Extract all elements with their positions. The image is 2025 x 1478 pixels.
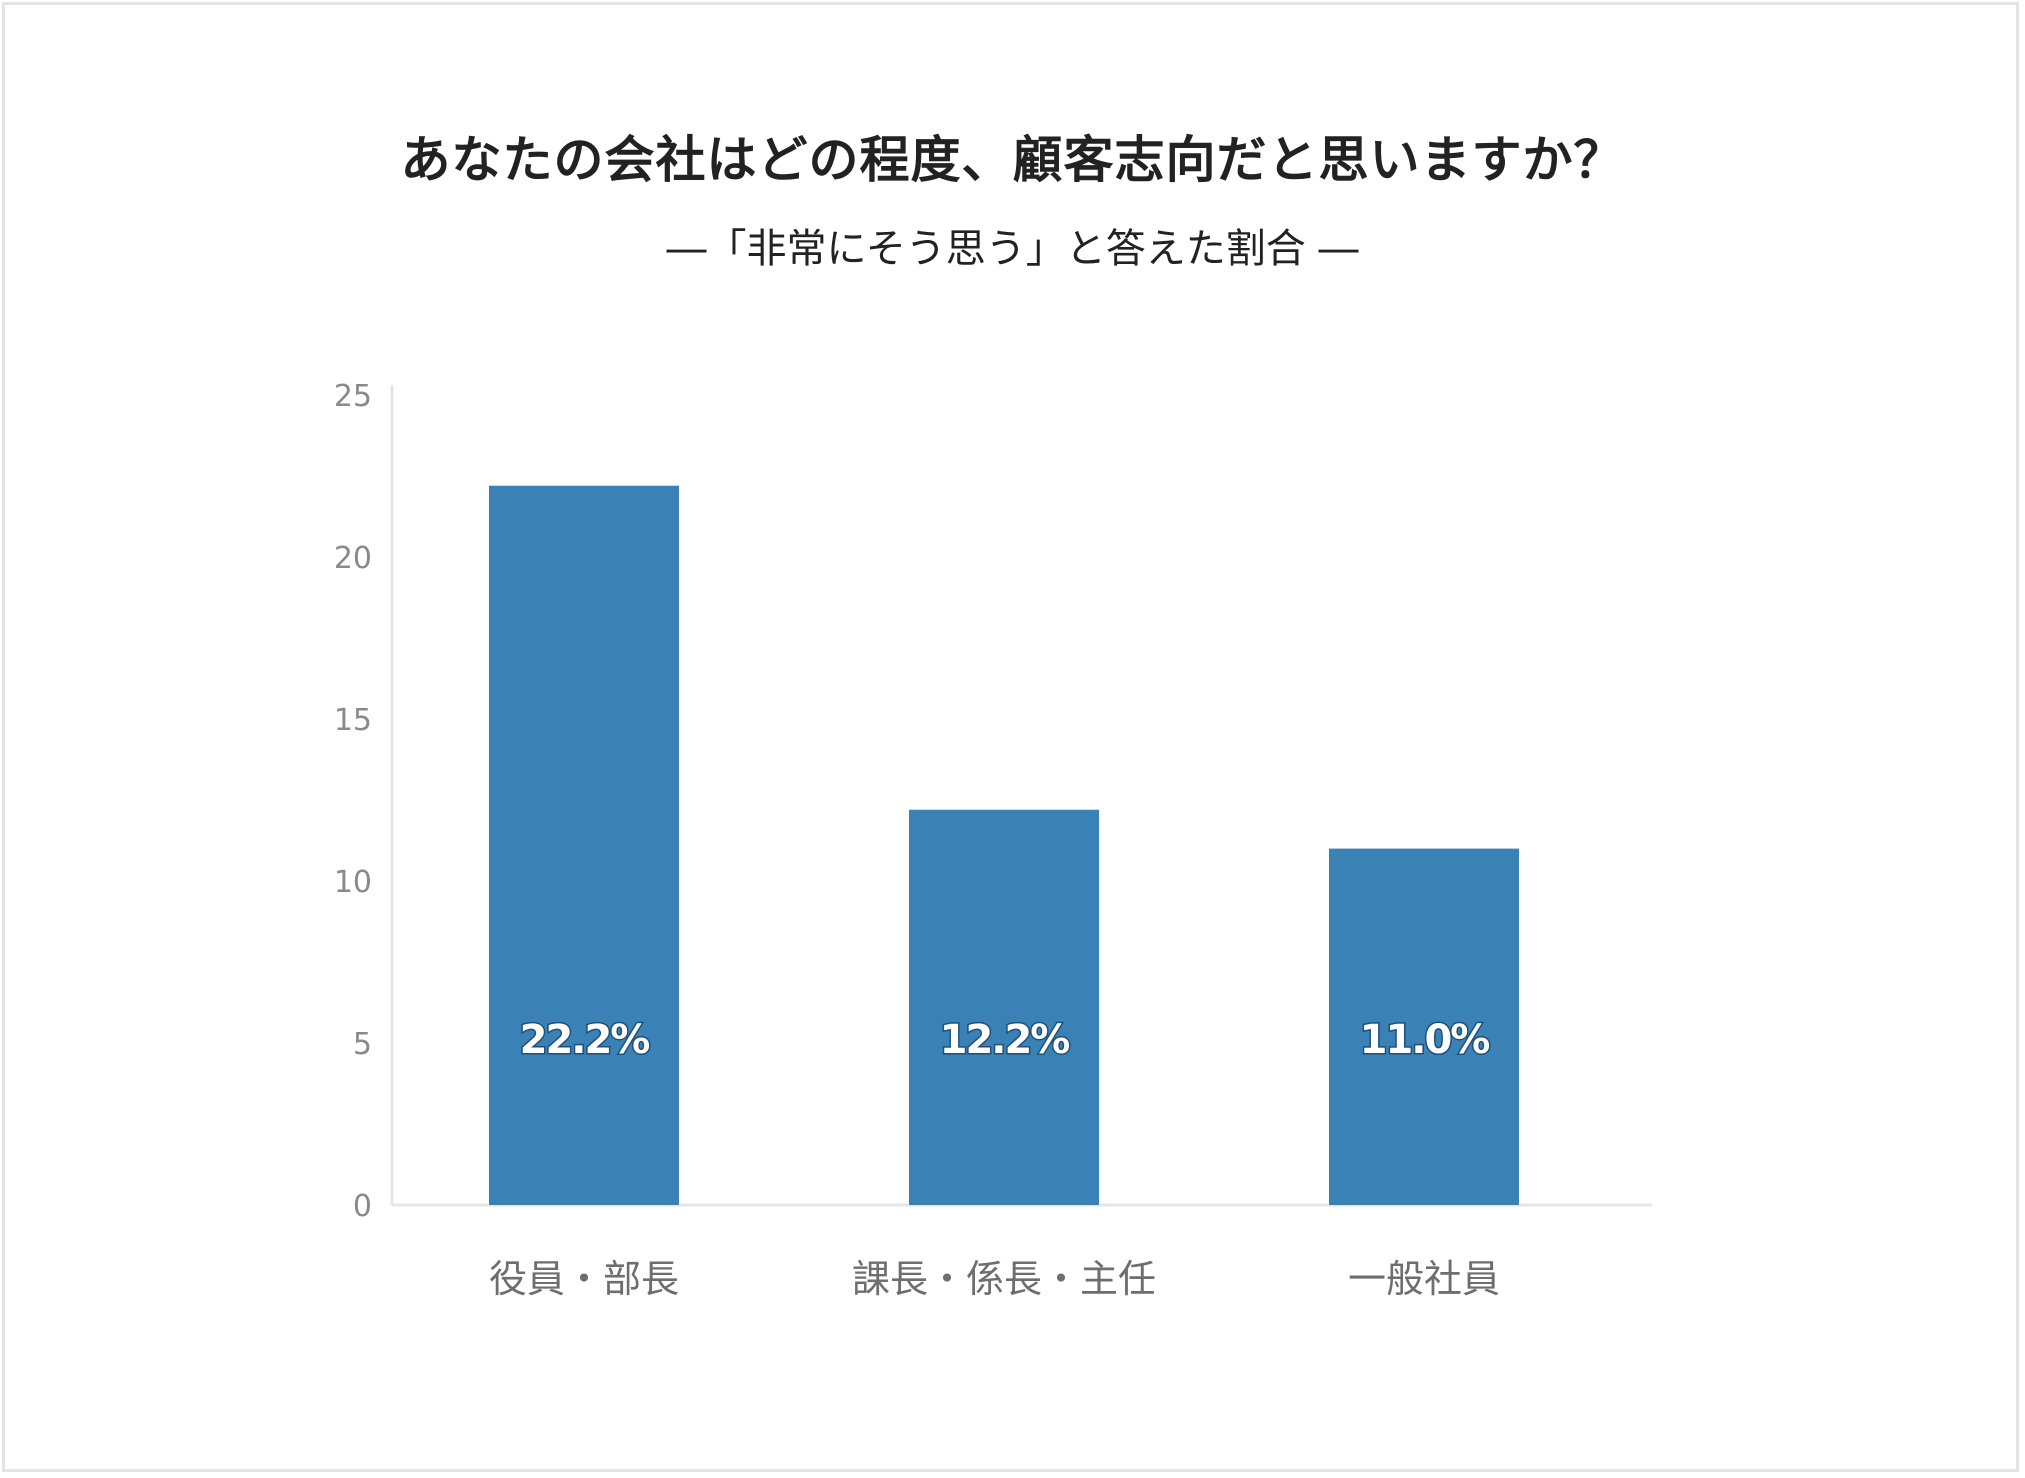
data-labels: 22.2% 12.2% 11.0% [518, 1016, 1493, 1065]
data-label: 11.0% [1360, 1017, 1490, 1063]
y-tick-label: 15 [334, 703, 372, 738]
bar [909, 809, 1099, 1205]
category-label: 役員・部長 [489, 1257, 679, 1301]
y-tick-label: 25 [334, 379, 372, 414]
bar [489, 485, 679, 1206]
bar [1329, 848, 1519, 1205]
category-label: 課長・係長・主任 [852, 1257, 1156, 1301]
bars [489, 485, 1519, 1206]
y-tick-label: 0 [353, 1189, 372, 1224]
category-labels: 役員・部長 課長・係長・主任 一般社員 [489, 1257, 1500, 1301]
category-label: 一般社員 [1348, 1257, 1500, 1301]
data-label: 22.2% [520, 1017, 650, 1063]
data-label: 12.2% [940, 1017, 1070, 1063]
chart-subtitle: ―「非常にそう思う」と答えた割合 ― [666, 226, 1359, 272]
chart-title: あなたの会社はどの程度、顧客志向だと思いますか？ [400, 131, 1625, 189]
y-tick-label: 5 [353, 1027, 372, 1062]
y-tick-label: 10 [334, 865, 372, 900]
y-tick-label: 20 [334, 541, 372, 576]
